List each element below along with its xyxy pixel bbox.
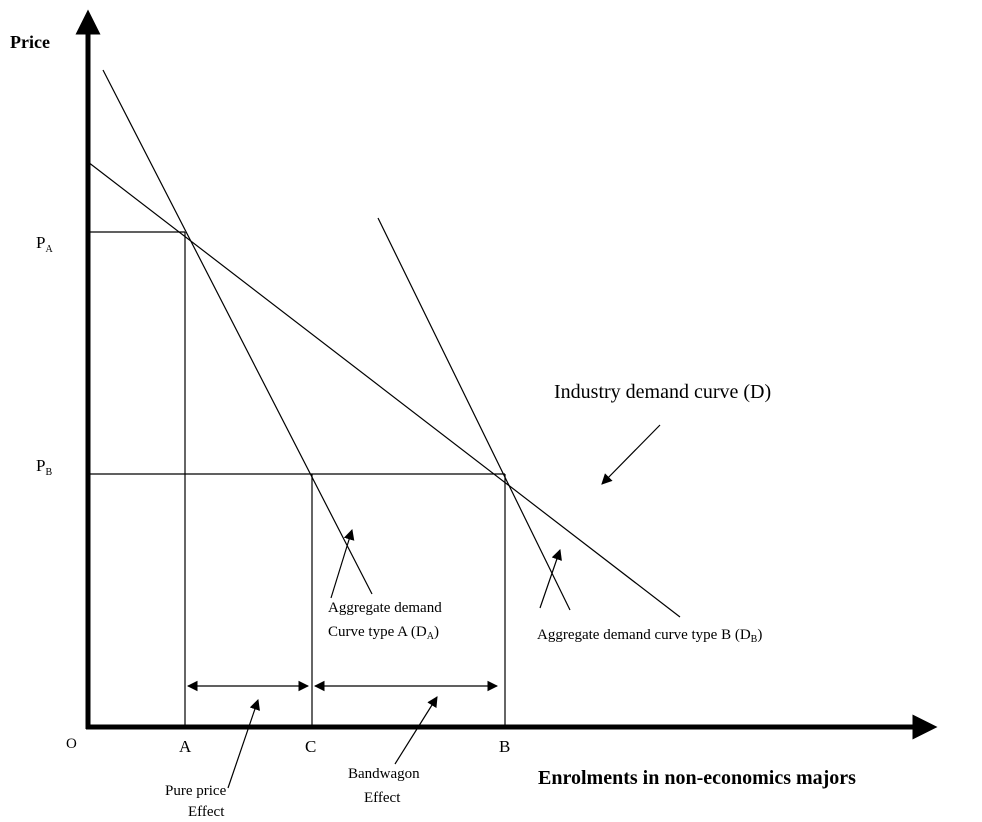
type-a-label: Aggregate demand	[328, 600, 442, 616]
industry-label: Industry demand curve (D)	[554, 381, 771, 403]
pointer-arrow	[330, 528, 355, 599]
industry-curve	[87, 161, 681, 618]
pointer-arrow	[601, 424, 661, 485]
pointer-arrow	[227, 698, 260, 789]
type-a-label: Curve type A (DA)	[328, 624, 439, 642]
pointer-arrow	[539, 548, 562, 609]
quantity-label: B	[499, 737, 510, 756]
price-label: PA	[36, 233, 53, 255]
quantity-label: C	[305, 737, 316, 756]
pointer-arrow	[394, 696, 438, 765]
quantity-label: A	[179, 737, 192, 756]
x-axis-label: Enrolments in non-economics majors	[538, 767, 856, 789]
origin-label: O	[66, 736, 77, 752]
effect-label: Effect	[364, 790, 401, 806]
effect-label: Bandwagon	[348, 766, 420, 782]
effect-label: Pure price	[165, 783, 227, 799]
curve-type-b	[377, 217, 571, 611]
y-axis-label: Price	[10, 32, 50, 52]
curve-type-a	[102, 69, 373, 595]
price-label: PB	[36, 456, 52, 478]
type-b-label: Aggregate demand curve type B (DB)	[537, 627, 762, 645]
effect-label: Effect	[188, 804, 225, 820]
